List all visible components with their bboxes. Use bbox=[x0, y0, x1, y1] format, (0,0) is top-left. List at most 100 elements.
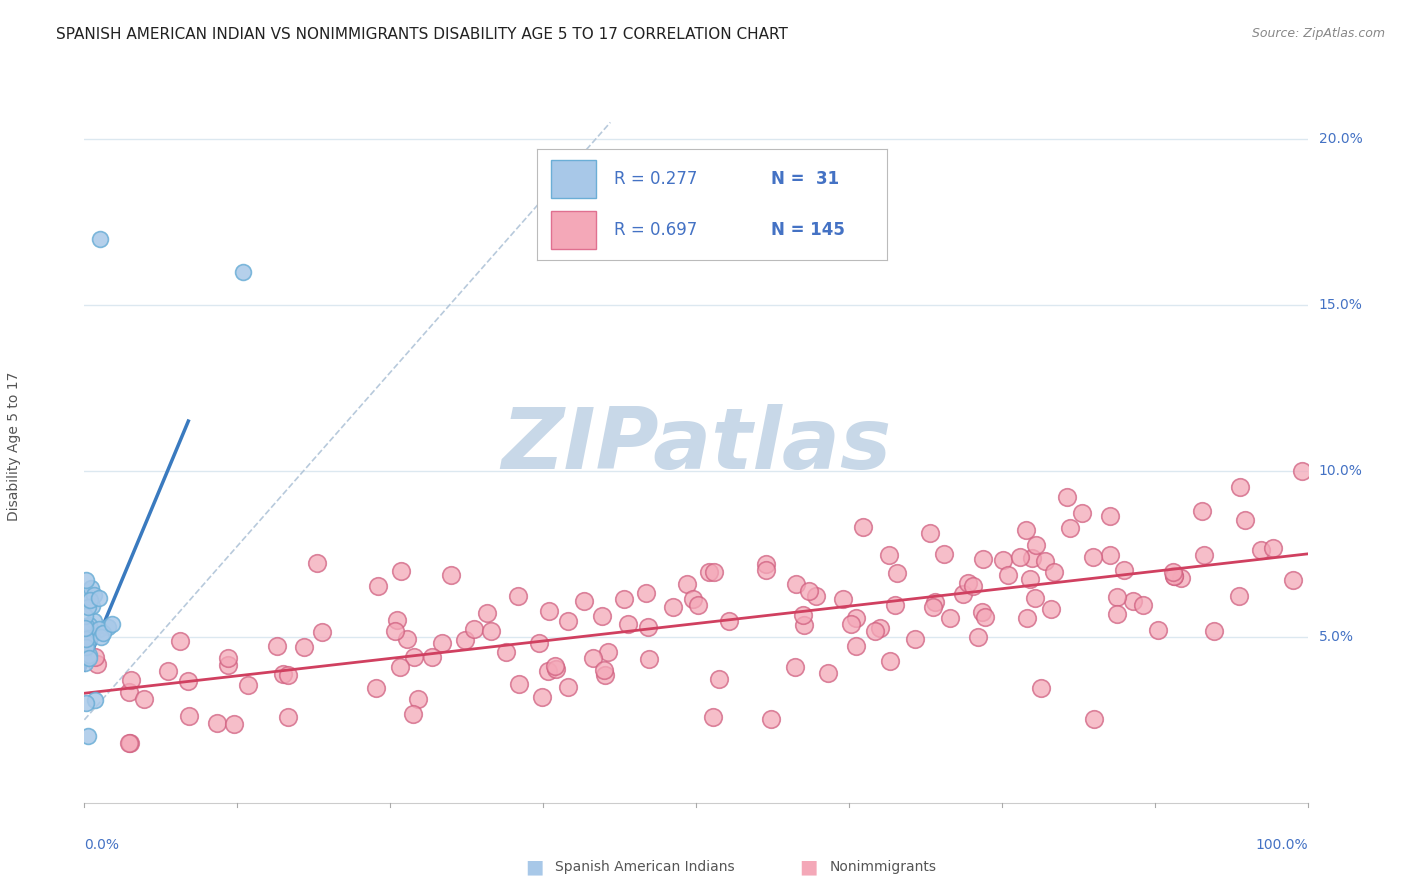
Point bbox=[84, 650, 107, 665]
Point bbox=[508, 589, 530, 603]
Point bbox=[271, 666, 294, 681]
Point bbox=[962, 579, 984, 593]
Text: Source: ZipAtlas.com: Source: ZipAtlas.com bbox=[1251, 27, 1385, 40]
Point bbox=[1170, 571, 1192, 585]
Point bbox=[1008, 549, 1031, 564]
Point bbox=[1031, 681, 1053, 696]
Text: N = 145: N = 145 bbox=[772, 221, 845, 239]
Point bbox=[574, 594, 596, 608]
Point bbox=[217, 651, 239, 665]
Point bbox=[755, 557, 778, 571]
Text: Disability Age 5 to 17: Disability Age 5 to 17 bbox=[7, 371, 21, 521]
Point bbox=[453, 633, 475, 648]
Point bbox=[389, 660, 412, 674]
Point bbox=[1018, 572, 1040, 586]
Point bbox=[904, 632, 927, 646]
Point bbox=[886, 566, 908, 580]
Point bbox=[1122, 594, 1144, 608]
Text: 100.0%: 100.0% bbox=[1256, 838, 1308, 853]
Point bbox=[1099, 508, 1122, 523]
Point bbox=[956, 576, 979, 591]
Point bbox=[793, 618, 815, 632]
Point bbox=[1191, 503, 1213, 517]
Point bbox=[1250, 543, 1272, 558]
Text: 20.0%: 20.0% bbox=[1319, 132, 1362, 146]
Point bbox=[883, 599, 905, 613]
Point bbox=[1033, 554, 1056, 568]
Point bbox=[90, 631, 112, 645]
Point bbox=[543, 658, 565, 673]
Point bbox=[73, 621, 96, 635]
Point bbox=[707, 672, 730, 686]
Point bbox=[1098, 548, 1121, 562]
Point bbox=[817, 666, 839, 681]
Point bbox=[1059, 521, 1081, 535]
Point bbox=[177, 709, 200, 723]
Point bbox=[120, 673, 142, 688]
Point bbox=[991, 553, 1014, 567]
Point bbox=[1204, 624, 1226, 639]
Point bbox=[582, 651, 605, 665]
Point bbox=[77, 617, 100, 632]
Point bbox=[75, 640, 97, 655]
Point bbox=[785, 577, 807, 591]
Point bbox=[557, 680, 579, 694]
Text: R = 0.277: R = 0.277 bbox=[614, 170, 697, 188]
Point bbox=[84, 693, 107, 707]
Point bbox=[1015, 523, 1038, 537]
Point bbox=[205, 715, 228, 730]
Text: N =  31: N = 31 bbox=[772, 170, 839, 188]
Point bbox=[537, 664, 560, 678]
Point bbox=[839, 617, 862, 632]
Point bbox=[682, 591, 704, 606]
Point bbox=[177, 673, 200, 688]
Point bbox=[1234, 513, 1257, 527]
Point bbox=[463, 622, 485, 636]
Point bbox=[1105, 590, 1128, 604]
Point bbox=[396, 632, 419, 647]
Point bbox=[222, 717, 245, 731]
Point bbox=[1282, 573, 1305, 587]
Point bbox=[77, 599, 100, 614]
Text: ■: ■ bbox=[799, 857, 818, 877]
Point bbox=[217, 657, 239, 672]
Point bbox=[939, 611, 962, 625]
Point bbox=[804, 589, 827, 603]
Point bbox=[430, 635, 453, 649]
Point bbox=[1132, 598, 1154, 612]
Point bbox=[236, 678, 259, 692]
Point bbox=[307, 556, 329, 570]
Point bbox=[1040, 601, 1063, 615]
Point bbox=[598, 645, 620, 659]
Point bbox=[761, 712, 783, 726]
Point bbox=[1161, 565, 1184, 579]
Bar bbox=[551, 211, 596, 250]
Point bbox=[83, 588, 105, 602]
Point bbox=[385, 613, 408, 627]
Point bbox=[77, 631, 100, 645]
Point bbox=[845, 611, 868, 625]
Point bbox=[918, 525, 941, 540]
Point bbox=[277, 668, 299, 682]
Point bbox=[591, 609, 613, 624]
Point bbox=[530, 690, 553, 704]
Point bbox=[997, 568, 1019, 582]
Point bbox=[974, 610, 997, 624]
Point bbox=[82, 599, 104, 613]
Point bbox=[592, 664, 614, 678]
Point bbox=[75, 632, 97, 647]
Point bbox=[785, 660, 807, 674]
Text: 0.0%: 0.0% bbox=[84, 838, 120, 853]
Point bbox=[495, 645, 517, 659]
Point bbox=[97, 620, 120, 634]
Point bbox=[617, 617, 640, 632]
Point bbox=[661, 600, 683, 615]
Point bbox=[91, 625, 114, 640]
Point bbox=[101, 616, 124, 631]
Point bbox=[703, 565, 725, 579]
Point bbox=[869, 621, 891, 635]
Point bbox=[1192, 548, 1215, 562]
Point bbox=[367, 578, 389, 592]
Point bbox=[89, 231, 111, 245]
Point bbox=[120, 736, 142, 750]
